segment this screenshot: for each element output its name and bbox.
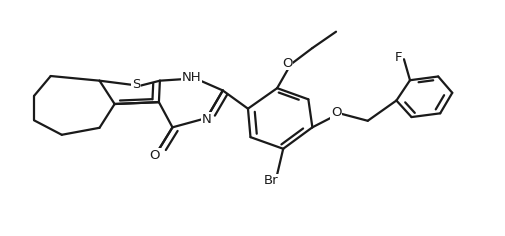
Text: N: N <box>201 113 211 126</box>
Text: NH: NH <box>181 71 201 84</box>
Text: Br: Br <box>263 174 278 187</box>
Text: O: O <box>149 149 160 162</box>
Text: F: F <box>394 51 402 64</box>
Text: O: O <box>330 106 340 119</box>
Text: O: O <box>281 57 292 70</box>
Text: S: S <box>132 78 140 91</box>
